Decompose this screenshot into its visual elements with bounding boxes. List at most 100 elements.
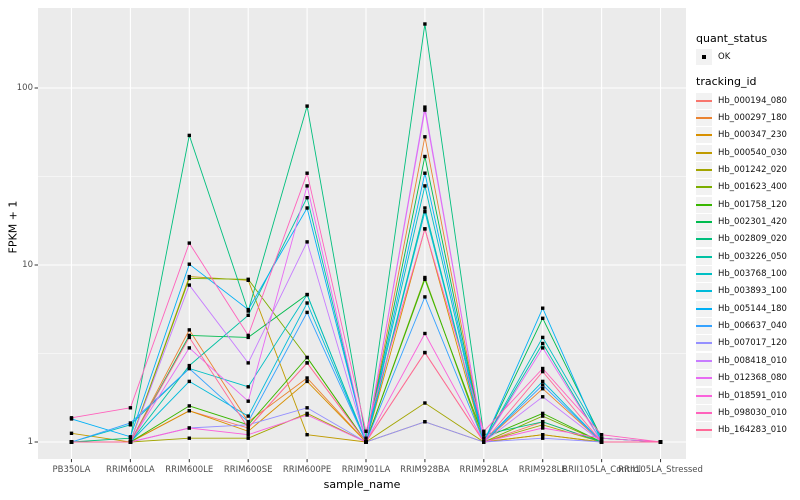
legend-item-label: Hb_001758_120	[718, 199, 787, 210]
data-point	[423, 210, 427, 214]
data-point	[305, 104, 309, 108]
data-point	[305, 292, 309, 297]
data-point	[305, 376, 309, 380]
legend-item-label: Hb_098030_010	[718, 407, 787, 418]
data-point	[128, 421, 133, 425]
legend-line-swatch	[696, 221, 712, 224]
data-point	[541, 379, 545, 384]
legend-item-Hb_000347_230: Hb_000347_230	[696, 127, 787, 144]
data-point	[541, 420, 545, 424]
legend-key-box	[696, 318, 712, 335]
data-point	[187, 379, 191, 384]
x-tick-label: RRIM600SE	[223, 465, 273, 475]
data-point	[423, 22, 427, 26]
data-point	[364, 440, 368, 444]
data-point	[423, 331, 427, 336]
data-point	[305, 171, 309, 175]
data-point	[541, 423, 545, 427]
data-point	[305, 301, 309, 305]
data-point	[246, 433, 250, 437]
x-tick-label: RRIM928LA	[459, 465, 509, 475]
legend-item-quant-status-ok: OK	[696, 48, 730, 65]
legend-item-Hb_002809_020: Hb_002809_020	[696, 231, 787, 248]
legend-item-Hb_000194_080: Hb_000194_080	[696, 92, 787, 109]
legend-item-Hb_012368_080: Hb_012368_080	[696, 370, 787, 387]
data-point	[423, 275, 427, 280]
legend-item-Hb_001623_400: Hb_001623_400	[696, 179, 787, 196]
data-point	[69, 416, 74, 420]
data-point	[305, 355, 309, 360]
data-point	[187, 335, 191, 340]
data-point	[187, 283, 191, 287]
x-tick-label: RRIM928LE	[518, 465, 567, 475]
legend-item-Hb_098030_010: Hb_098030_010	[696, 404, 787, 421]
legend-item-Hb_164283_010: Hb_164283_010	[696, 422, 787, 439]
data-point	[246, 399, 250, 403]
legend-key-box	[696, 214, 712, 231]
x-tick-label: RRIM600LA	[106, 465, 155, 475]
data-point	[246, 414, 250, 418]
data-point	[246, 385, 250, 389]
data-point	[187, 262, 191, 266]
legend-item-label: Hb_005144_180	[718, 303, 787, 314]
data-point	[541, 306, 545, 310]
legend-key-box	[696, 370, 712, 387]
data-point	[599, 436, 604, 440]
legend-key-box	[696, 404, 712, 421]
legend-item-label: Hb_000347_230	[718, 130, 787, 141]
data-point	[541, 436, 545, 440]
data-point	[187, 366, 191, 371]
data-point	[541, 366, 545, 371]
legend-item-label: Hb_000297_180	[718, 113, 787, 124]
legend-item-Hb_008418_010: Hb_008418_010	[696, 352, 787, 369]
x-tick-label: RRIM901LA	[341, 465, 391, 475]
x-axis-title: sample_name	[323, 478, 401, 491]
legend-item-label: Hb_002809_020	[718, 234, 787, 245]
legend-key-box	[696, 283, 712, 300]
legend-item-Hb_002301_420: Hb_002301_420	[696, 213, 787, 231]
data-point	[541, 426, 545, 430]
data-point	[305, 406, 309, 410]
legend-line-swatch	[696, 99, 712, 102]
legend-key-box	[696, 144, 712, 161]
data-point	[187, 346, 191, 350]
legend-key-box	[696, 162, 712, 179]
x-tick-label: RRIM928BA	[400, 465, 450, 475]
data-point	[423, 401, 427, 405]
legend-line-swatch	[696, 255, 712, 258]
data-point	[187, 276, 191, 281]
y-tick-label: 1	[27, 437, 33, 447]
data-point	[364, 429, 368, 433]
legend-line-swatch	[696, 377, 712, 380]
legend-key-box	[696, 387, 712, 404]
data-point	[187, 436, 191, 440]
legend-key-box	[696, 48, 712, 65]
data-point	[246, 335, 250, 340]
point-marker-icon	[702, 54, 706, 59]
data-point	[541, 341, 545, 346]
legend-key-box	[696, 422, 712, 439]
legend-item-Hb_001758_120: Hb_001758_120	[696, 196, 787, 213]
data-point	[246, 361, 250, 365]
y-tick-label: 100	[16, 83, 33, 93]
legend-line-swatch	[696, 238, 712, 241]
data-point	[305, 206, 309, 210]
data-point	[246, 436, 250, 440]
data-point	[423, 206, 427, 210]
x-tick-label: RRII105LA_Control	[562, 465, 642, 475]
data-point	[305, 310, 309, 315]
legend-line-swatch	[696, 342, 712, 345]
data-point	[187, 426, 191, 430]
data-point	[541, 335, 545, 340]
legend-item-label: Hb_018591_010	[718, 390, 787, 401]
legend-item-label: OK	[718, 51, 731, 62]
legend-key-box	[696, 352, 712, 369]
data-point	[246, 277, 250, 281]
legend-item-label: Hb_000194_080	[718, 95, 787, 106]
data-point	[305, 433, 309, 437]
legend-item-Hb_006637_040: Hb_006637_040	[696, 317, 787, 335]
data-point	[305, 413, 309, 417]
data-point	[541, 414, 545, 418]
legend-item-Hb_001242_020: Hb_001242_020	[696, 161, 787, 179]
